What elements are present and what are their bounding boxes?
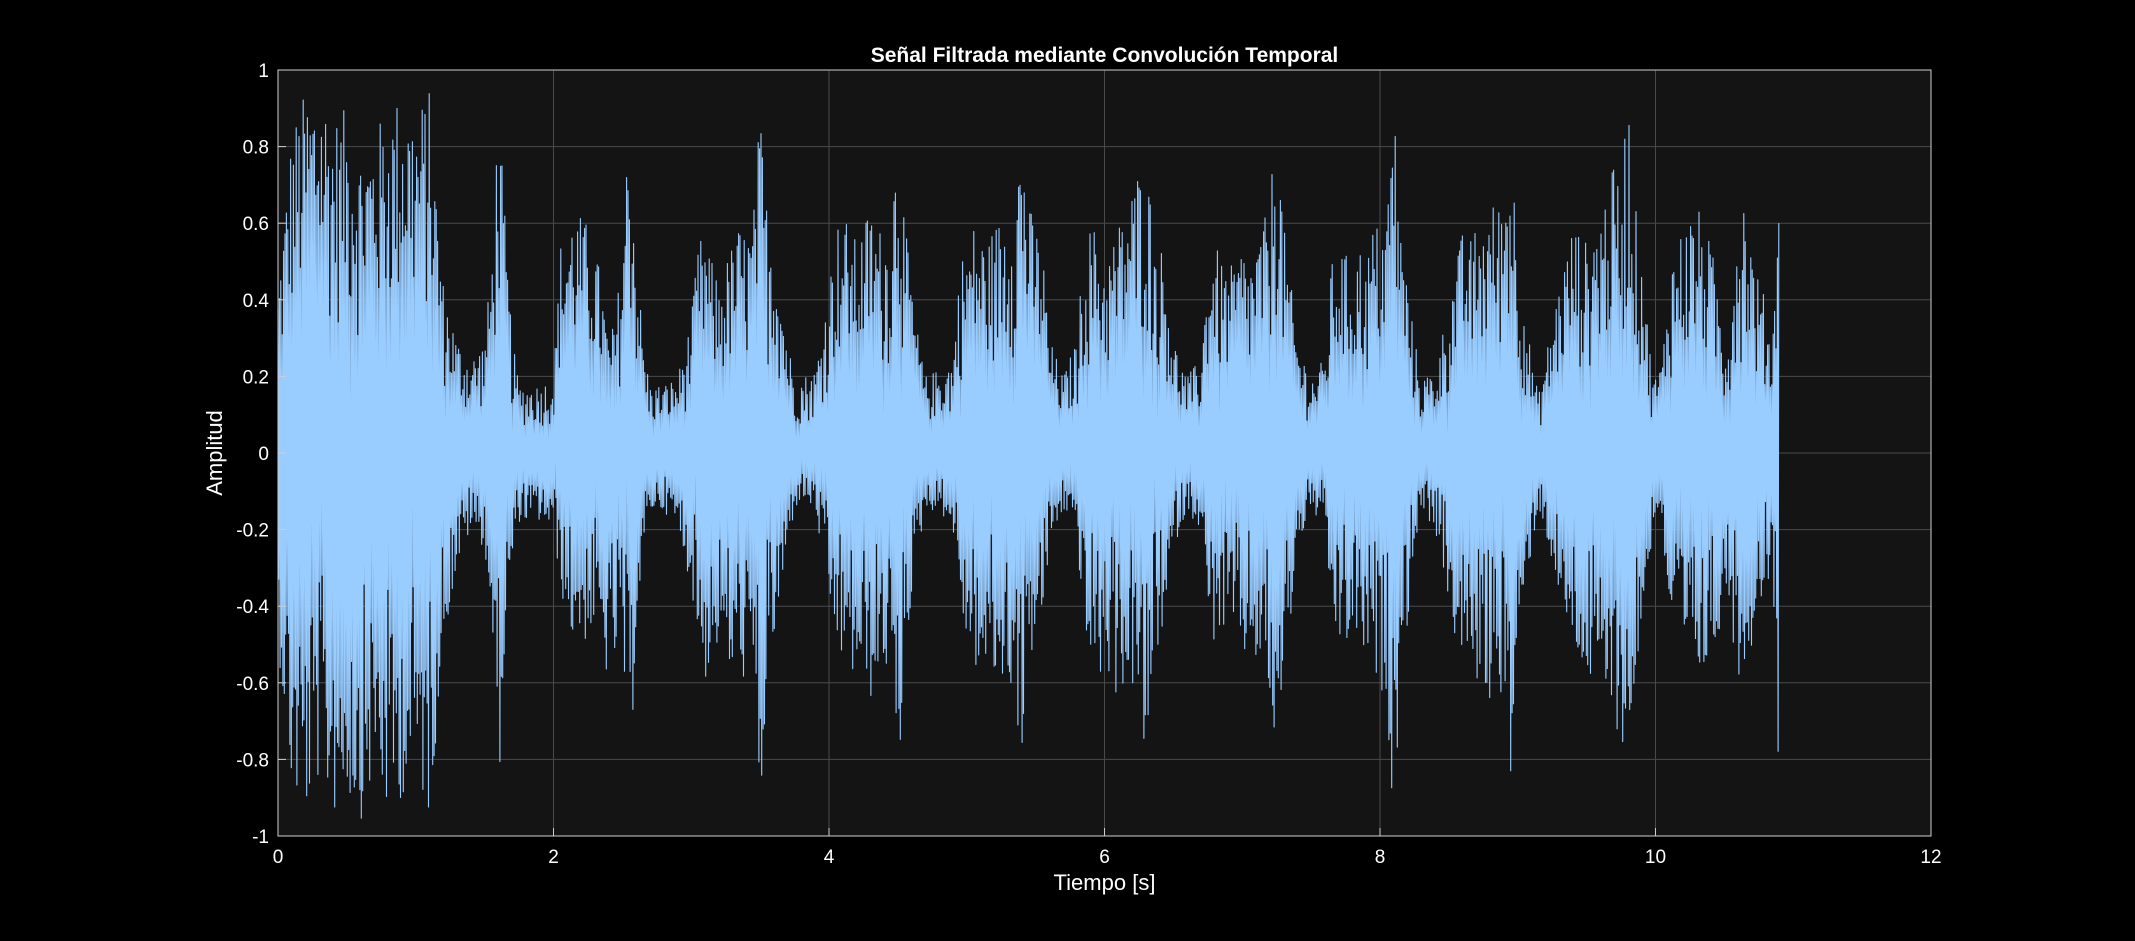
y-tick-label: 0.8 <box>243 138 269 159</box>
y-tick-label: 0.6 <box>243 214 269 235</box>
y-axis-label: Amplitud <box>202 410 227 496</box>
x-tick-label: 2 <box>548 847 559 868</box>
y-tick-label: -0.6 <box>236 674 269 695</box>
y-axis-ticks: 1 0.8 0.6 0.4 0.2 0 -0.2 -0.4 -0.6 -0.8 -1 <box>236 61 286 848</box>
x-axis-ticks: 0 2 4 6 8 10 12 <box>273 828 1942 868</box>
x-tick-label: 6 <box>1099 847 1110 868</box>
chart-title: Señal Filtrada mediante Convolución Temp… <box>871 44 1339 67</box>
x-tick-label: 0 <box>273 847 284 868</box>
y-tick-label: -0.4 <box>236 597 269 618</box>
y-tick-label: -0.2 <box>236 521 269 542</box>
y-tick-label: -1 <box>252 827 269 848</box>
y-tick-label: 0 <box>258 444 269 465</box>
y-tick-label: -0.8 <box>236 750 269 771</box>
x-tick-label: 8 <box>1375 847 1386 868</box>
signal-trace <box>277 93 1780 819</box>
y-tick-label: 1 <box>258 61 269 82</box>
x-tick-label: 4 <box>824 847 835 868</box>
x-tick-label: 10 <box>1645 847 1666 868</box>
signal-line <box>277 93 1780 819</box>
y-tick-label: 0.4 <box>243 291 270 312</box>
x-axis-label: Tiempo [s] <box>1054 870 1156 895</box>
y-tick-label: 0.2 <box>243 367 269 388</box>
x-tick-label: 12 <box>1920 847 1941 868</box>
